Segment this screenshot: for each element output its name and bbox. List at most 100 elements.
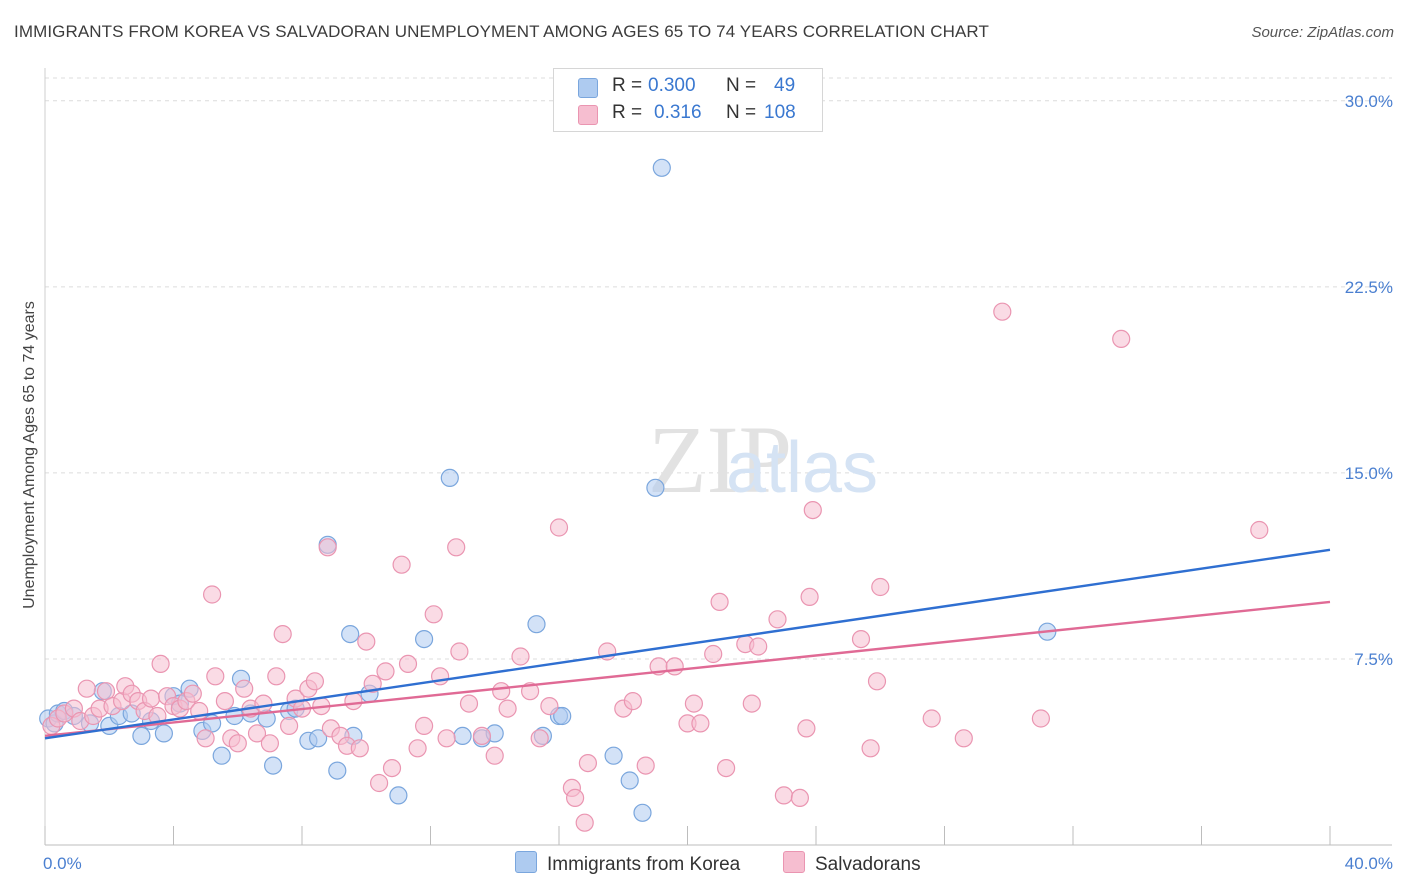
salvadoran-point [472,726,491,746]
korea-point [309,729,328,748]
salvadoran-point [851,629,871,649]
korea-point [389,786,408,805]
salvadoran-point [636,756,655,775]
salvadoran-point [768,610,787,629]
trend-lines [44,548,1331,740]
korea-trend-line [44,548,1331,740]
x-tick-label: 0.0% [43,854,82,873]
salvadoran-point [235,679,254,698]
korea-point [620,771,639,790]
salvadoran-point [183,684,202,703]
gridlines [45,77,1392,660]
salvadoran-point [203,585,222,604]
legend-n-label: N = [726,102,757,123]
salvadoran-legend-swatch [783,851,805,873]
salvadoran-point [954,729,973,748]
legend-r-label: R = [612,102,643,123]
salvadoran-point [77,679,96,698]
salvadoran-point [861,739,880,758]
salvadoran-point [228,734,247,753]
salvadoran-point [485,746,504,765]
salvadoran-point [370,773,389,793]
source-label: Source: ZipAtlas.com [1251,24,1394,41]
legend-r-value: 0.300 [648,75,696,96]
salvadoran-point [665,657,684,676]
korea-point [132,726,151,746]
korea-swatch [578,78,598,98]
salvadoran-point [684,694,704,713]
salvadoran-point [710,592,729,612]
legend-n-value: 49 [774,75,796,96]
korea-point [604,746,623,765]
legend-item-salvadoran: Salvadorans [783,851,921,876]
legend-item-korea: Immigrants from Korea [515,851,740,876]
korea-point [264,756,283,775]
salvadoran-point [691,714,710,733]
salvadoran-trend-line [44,600,1331,738]
salvadoran-point [215,691,234,711]
korea-points [39,158,1057,822]
salvadoran-point [704,644,723,664]
chart-title: IMMIGRANTS FROM KOREA VS SALVADORAN UNEM… [14,22,989,41]
salvadoran-point [498,699,517,718]
salvadoran-point [363,674,382,693]
korea-point [527,615,546,634]
salvadoran-point [267,667,286,686]
salvadoran-point [790,788,810,808]
korea-point [341,624,360,644]
salvadoran-point [803,501,822,520]
salvadoran-point [398,654,418,674]
salvadoran-point [247,724,267,743]
salvadoran-point [578,753,598,773]
korea-point [633,803,652,822]
legend-r-value: 0.316 [654,102,702,123]
salvadoran-point [800,587,819,607]
salvadoran-point [151,654,170,674]
salvadoran-point [424,605,443,624]
salvadoran-point [922,709,941,728]
korea-point [652,158,671,177]
salvadoran-point [382,758,402,778]
salvadoran-point [273,624,292,644]
x-tick-label: 40.0% [1345,854,1393,873]
korea-point [440,468,459,487]
salvadoran-point [1112,329,1131,348]
korea-point [415,629,434,649]
correlation-legend: R = 0.300 N = 49 R = 0.316 N = 108 [553,68,823,132]
salvadoran-point [575,813,594,832]
salvadoran-point [357,632,376,651]
salvadoran-point [1031,709,1051,728]
salvadoran-point [492,682,511,701]
salvadoran-point [459,694,479,713]
salvadoran-point [520,682,540,701]
legend-label-korea: Immigrants from Korea [547,854,741,875]
y-tick-label: 7.5% [1354,650,1393,669]
salvadoran-point [305,672,324,691]
salvadoran-point [623,691,643,711]
salvadoran-points [42,302,1269,832]
salvadoran-point [1250,520,1269,540]
salvadoran-point [549,518,569,537]
salvadoran-point [871,577,890,597]
watermark-zip: ZIP [648,406,792,513]
salvadoran-point [392,555,411,574]
salvadoran-point [530,729,549,748]
tick-labels: 7.5% 15.0% 22.5% 30.0% 0.0% 40.0% [43,92,1393,873]
salvadoran-point [260,734,279,753]
salvadoran-point [540,696,559,716]
salvadoran-point [350,739,369,758]
salvadoran-point [565,788,585,808]
salvadoran-point [141,689,161,708]
korea-point [553,706,572,726]
legend-n-label: N = [726,75,757,96]
legend-r-label: R = [612,75,643,96]
salvadoran-point [993,302,1012,321]
salvadoran-point [254,694,273,713]
salvadoran-point [318,538,337,557]
watermark-atlas: atlas [726,428,878,508]
salvadoran-point [376,662,395,681]
salvadoran-point [742,694,761,713]
y-tick-label: 22.5% [1345,278,1393,297]
salvadoran-point [867,672,887,691]
